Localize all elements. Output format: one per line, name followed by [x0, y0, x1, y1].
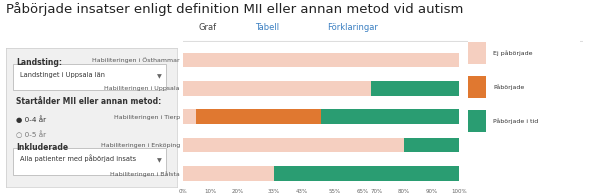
FancyBboxPatch shape	[13, 63, 167, 90]
Text: Påbörjade: Påbörjade	[493, 84, 524, 90]
Bar	[468, 110, 486, 132]
Text: Landsting:: Landsting:	[16, 58, 62, 67]
Text: ▼: ▼	[157, 75, 162, 80]
Bar	[183, 109, 197, 124]
Text: ▼: ▼	[157, 158, 162, 163]
Bar	[404, 138, 459, 152]
Text: Påbörjade i tid: Påbörjade i tid	[493, 118, 538, 124]
Bar	[468, 42, 486, 63]
FancyBboxPatch shape	[13, 148, 167, 175]
Bar	[371, 81, 459, 96]
Text: Inkluderade: Inkluderade	[16, 143, 68, 152]
Text: Tabell: Tabell	[254, 23, 279, 32]
Bar	[468, 76, 486, 97]
Text: Startålder MII eller annan metod:: Startålder MII eller annan metod:	[16, 97, 161, 106]
Text: ○ 0-5 år: ○ 0-5 år	[16, 130, 47, 138]
Bar	[197, 109, 321, 124]
Bar	[183, 53, 459, 68]
Bar	[183, 81, 371, 96]
Bar	[274, 166, 459, 181]
Bar	[183, 166, 274, 181]
Text: Landstinget i Uppsala län: Landstinget i Uppsala län	[19, 72, 105, 78]
Bar	[321, 109, 459, 124]
Bar	[183, 138, 404, 152]
Text: Ej påbörjade: Ej påbörjade	[493, 50, 532, 56]
Text: Alla patienter med påbörjad insats: Alla patienter med påbörjad insats	[19, 154, 135, 162]
Text: Påbörjade insatser enligt definition MII eller annan metod vid autism: Påbörjade insatser enligt definition MII…	[6, 2, 464, 16]
Text: Graf: Graf	[198, 23, 217, 32]
Text: ● 0-4 år: ● 0-4 år	[16, 115, 47, 123]
Text: Förklaringar: Förklaringar	[327, 23, 378, 32]
